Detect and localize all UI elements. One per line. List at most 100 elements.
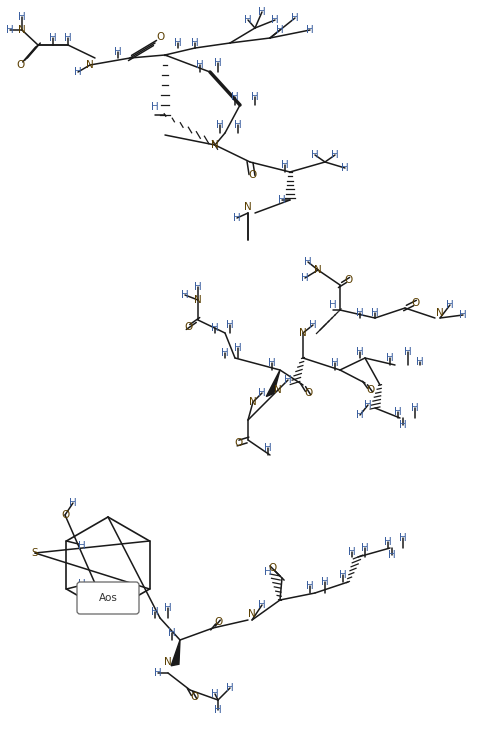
Text: H: H — [281, 160, 289, 170]
Text: H: H — [356, 410, 364, 420]
Text: Aos: Aos — [98, 593, 118, 603]
Text: O: O — [366, 385, 374, 395]
Text: H: H — [251, 92, 259, 102]
Text: H: H — [321, 577, 329, 587]
Text: H: H — [386, 353, 394, 363]
Text: H: H — [216, 120, 224, 130]
Text: H: H — [284, 375, 292, 385]
Text: O: O — [190, 692, 198, 702]
Text: H: H — [304, 257, 312, 267]
Text: H: H — [74, 67, 82, 77]
Text: H: H — [301, 273, 309, 283]
Text: H: H — [49, 33, 57, 43]
Text: N: N — [299, 328, 307, 338]
Text: H: H — [361, 543, 369, 553]
Text: H: H — [399, 420, 407, 430]
Text: H: H — [77, 579, 85, 589]
Text: O: O — [344, 275, 352, 285]
Text: H: H — [77, 541, 85, 551]
Text: H: H — [404, 347, 412, 357]
Text: H: H — [371, 308, 379, 318]
Text: H: H — [331, 150, 339, 160]
Text: H: H — [331, 358, 339, 368]
Text: H: H — [194, 282, 202, 292]
Text: O: O — [184, 322, 192, 332]
Text: H: H — [151, 607, 159, 617]
Text: H: H — [214, 705, 222, 715]
Text: O: O — [156, 32, 164, 42]
Text: H: H — [329, 300, 337, 310]
Text: O: O — [234, 438, 242, 448]
Text: N: N — [436, 308, 444, 318]
Text: N: N — [18, 25, 26, 35]
Text: H: H — [231, 92, 239, 102]
Text: H: H — [154, 668, 162, 678]
Text: H: H — [233, 213, 241, 223]
Text: H: H — [69, 498, 77, 508]
Text: H: H — [306, 25, 314, 35]
Text: H: H — [151, 102, 159, 112]
Text: H: H — [258, 7, 266, 17]
Text: H: H — [18, 12, 26, 22]
Text: O: O — [268, 563, 276, 573]
Text: H: H — [384, 537, 392, 547]
Text: H: H — [341, 163, 349, 173]
Text: H: H — [196, 60, 204, 70]
Text: O: O — [16, 60, 24, 70]
Text: H: H — [348, 547, 356, 557]
Text: H: H — [258, 388, 266, 398]
Text: H: H — [356, 308, 364, 318]
Text: H: H — [174, 38, 182, 48]
Text: H: H — [164, 603, 172, 613]
Text: O: O — [411, 298, 419, 308]
Text: H: H — [311, 150, 319, 160]
Text: N: N — [164, 657, 172, 667]
Text: O: O — [214, 617, 222, 627]
Text: H: H — [226, 320, 234, 330]
Text: H: H — [221, 348, 229, 358]
Text: H: H — [271, 15, 279, 25]
Text: H: H — [459, 310, 467, 320]
Text: N: N — [249, 397, 257, 407]
Text: N: N — [194, 295, 202, 305]
Text: H: H — [394, 407, 402, 417]
Text: H: H — [6, 25, 14, 35]
Text: H: H — [234, 343, 242, 353]
Text: H: H — [339, 570, 347, 580]
Text: H: H — [268, 358, 276, 368]
Text: H: H — [309, 320, 317, 330]
Polygon shape — [171, 640, 180, 666]
Text: H: H — [278, 195, 286, 205]
Text: H: H — [356, 347, 364, 357]
Text: H: H — [211, 689, 219, 699]
Text: H: H — [411, 403, 419, 413]
Text: H: H — [226, 683, 234, 693]
Text: H: H — [214, 58, 222, 68]
Text: N: N — [86, 60, 94, 70]
Text: H: H — [114, 47, 122, 57]
Polygon shape — [266, 370, 280, 397]
Text: O: O — [304, 388, 312, 398]
Text: H: H — [364, 400, 372, 410]
Text: H: H — [446, 300, 454, 310]
Text: H: H — [276, 25, 284, 35]
Text: H: H — [306, 581, 314, 591]
Text: H: H — [191, 38, 199, 48]
Text: S: S — [32, 548, 38, 558]
Text: H: H — [211, 323, 219, 333]
Text: H: H — [291, 13, 299, 23]
Text: H: H — [181, 290, 189, 300]
Text: H: H — [399, 533, 407, 543]
Text: H: H — [416, 357, 424, 367]
FancyBboxPatch shape — [77, 582, 139, 614]
Text: H: H — [64, 33, 72, 43]
Text: O: O — [61, 510, 69, 520]
Text: H: H — [244, 15, 252, 25]
Text: N: N — [244, 202, 252, 212]
Text: H: H — [168, 628, 176, 638]
Text: H: H — [388, 550, 396, 560]
Text: N: N — [274, 385, 282, 395]
Text: N: N — [248, 609, 256, 619]
Text: H: H — [234, 120, 242, 130]
Text: O: O — [248, 170, 256, 180]
